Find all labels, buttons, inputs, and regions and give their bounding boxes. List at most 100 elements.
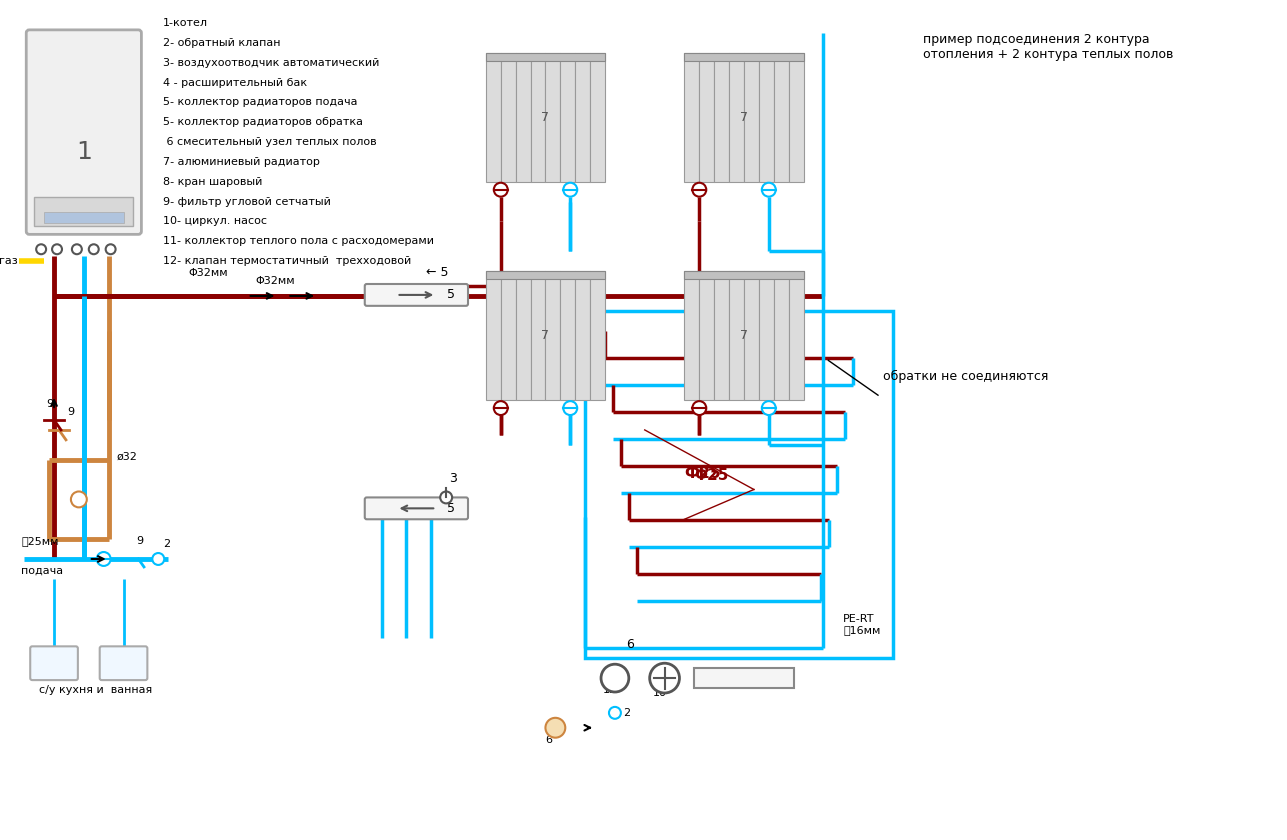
Circle shape — [650, 664, 680, 693]
Bar — [744, 53, 759, 181]
Text: 3- воздухоотводчик автоматический: 3- воздухоотводчик автоматический — [163, 58, 380, 68]
Text: 2: 2 — [163, 539, 170, 549]
Text: 6 смесительный узел теплых полов: 6 смесительный узел теплых полов — [163, 137, 377, 147]
Bar — [35, 197, 134, 227]
Bar — [486, 271, 605, 279]
Bar — [759, 53, 773, 181]
Text: 9: 9 — [46, 399, 53, 409]
Text: обратки не соединяются: обратки не соединяются — [883, 370, 1049, 383]
FancyBboxPatch shape — [364, 497, 468, 519]
Bar — [730, 271, 744, 400]
Text: с/у кухня и  ванная: с/у кухня и ванная — [39, 685, 152, 695]
Text: Ф25: Ф25 — [685, 465, 721, 480]
Bar — [516, 271, 530, 400]
Bar — [486, 271, 501, 400]
Bar — [516, 53, 530, 181]
Bar — [699, 53, 714, 181]
Bar — [44, 212, 124, 223]
Text: 3: 3 — [449, 471, 457, 485]
Circle shape — [762, 402, 776, 415]
Bar — [685, 53, 699, 181]
Bar — [586, 311, 893, 659]
Text: 6: 6 — [625, 638, 633, 651]
Circle shape — [601, 664, 629, 692]
Circle shape — [564, 402, 577, 415]
Circle shape — [72, 244, 82, 255]
Text: 6: 6 — [546, 735, 552, 744]
Circle shape — [762, 183, 776, 197]
Text: 8- кран шаровый: 8- кран шаровый — [163, 176, 263, 186]
Circle shape — [71, 491, 86, 507]
Text: 11- коллектор теплого пола с расходомерами: 11- коллектор теплого пола с расходомера… — [163, 236, 434, 246]
Bar — [591, 271, 605, 400]
Circle shape — [106, 244, 116, 255]
Text: подача: подача — [22, 566, 63, 576]
Bar — [789, 53, 803, 181]
Text: ← 5: ← 5 — [426, 266, 449, 279]
Text: PE-RT
΢16мм: PE-RT ΢16мм — [843, 614, 880, 635]
FancyBboxPatch shape — [30, 646, 79, 680]
Bar — [695, 668, 794, 688]
Bar — [773, 53, 789, 181]
Text: ΢25мм: ΢25мм — [22, 536, 59, 546]
Bar — [501, 53, 516, 181]
Text: 9: 9 — [136, 536, 144, 546]
Text: пример подсоединения 2 контура
отопления + 2 контура теплых полов: пример подсоединения 2 контура отопления… — [923, 33, 1172, 60]
Circle shape — [89, 244, 99, 255]
Text: 3: 3 — [373, 498, 381, 512]
Bar — [591, 53, 605, 181]
Bar — [744, 271, 759, 400]
Bar — [486, 53, 605, 60]
Text: 7: 7 — [740, 111, 748, 123]
Text: Φ32мм: Φ32мм — [188, 268, 228, 278]
Bar — [773, 271, 789, 400]
Text: 10: 10 — [653, 688, 667, 698]
Text: ø32: ø32 — [117, 452, 138, 462]
Text: 5: 5 — [447, 288, 456, 302]
Text: 11: 11 — [732, 670, 746, 680]
Text: 2: 2 — [623, 708, 631, 718]
Text: 7: 7 — [740, 329, 748, 342]
Text: 12- клапан термостатичный  трехходовой: 12- клапан термостатичный трехходовой — [163, 256, 412, 266]
Bar — [546, 53, 560, 181]
Bar — [530, 53, 546, 181]
Circle shape — [97, 552, 111, 566]
Bar — [714, 53, 730, 181]
Text: ← 5: ← 5 — [426, 499, 449, 512]
Circle shape — [494, 183, 507, 197]
Bar — [530, 271, 546, 400]
Bar — [699, 271, 714, 400]
Circle shape — [494, 402, 507, 415]
Text: 1: 1 — [76, 140, 91, 164]
Text: 7- алюминиевый радиатор: 7- алюминиевый радиатор — [163, 157, 320, 167]
Bar — [546, 271, 560, 400]
Circle shape — [51, 244, 62, 255]
Circle shape — [564, 183, 577, 197]
Text: 5- коллектор радиаторов обратка: 5- коллектор радиаторов обратка — [163, 118, 363, 127]
Bar — [486, 53, 501, 181]
Bar — [685, 53, 803, 60]
Text: 9: 9 — [67, 407, 75, 417]
Text: 5- коллектор радиаторов подача: 5- коллектор радиаторов подача — [163, 97, 358, 108]
Bar — [789, 271, 803, 400]
Bar — [575, 53, 591, 181]
Text: 12: 12 — [604, 685, 618, 695]
Text: Φ25: Φ25 — [695, 468, 728, 482]
Circle shape — [36, 244, 46, 255]
Circle shape — [440, 491, 452, 503]
FancyBboxPatch shape — [99, 646, 147, 680]
Bar — [501, 271, 516, 400]
Bar — [575, 271, 591, 400]
Bar — [714, 271, 730, 400]
Text: 7: 7 — [542, 329, 550, 342]
Text: 1-котел: 1-котел — [163, 18, 208, 28]
FancyBboxPatch shape — [26, 30, 142, 234]
Bar — [560, 271, 575, 400]
Bar — [685, 271, 699, 400]
Bar — [730, 53, 744, 181]
Text: 5: 5 — [447, 501, 456, 515]
Text: 10- циркул. насос: 10- циркул. насос — [163, 217, 268, 227]
Text: 9- фильтр угловой сетчатый: 9- фильтр угловой сетчатый — [163, 197, 331, 207]
Text: 4 - расширительный бак: 4 - расширительный бак — [163, 77, 308, 87]
Bar — [685, 271, 803, 279]
